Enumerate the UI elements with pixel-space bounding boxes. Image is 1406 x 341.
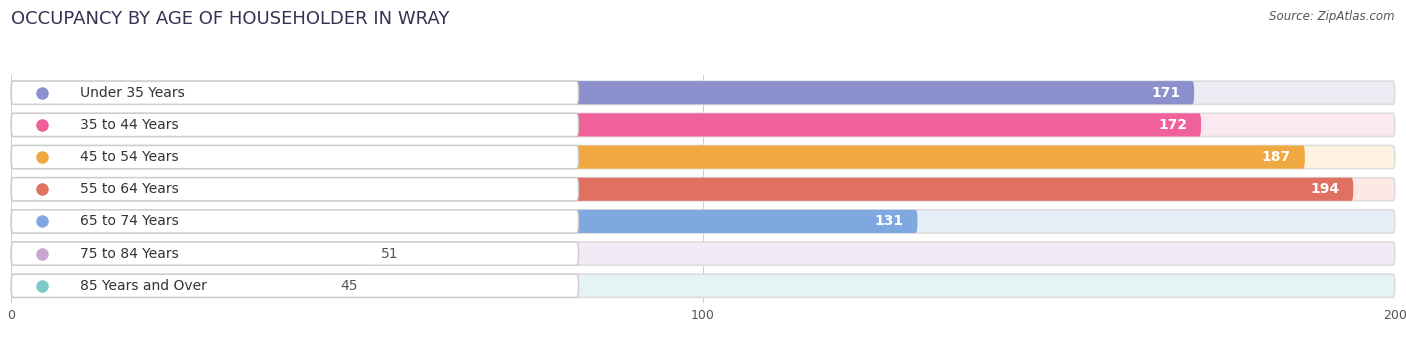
Text: 55 to 64 Years: 55 to 64 Years [80,182,179,196]
Text: OCCUPANCY BY AGE OF HOUSEHOLDER IN WRAY: OCCUPANCY BY AGE OF HOUSEHOLDER IN WRAY [11,10,450,28]
FancyBboxPatch shape [11,113,578,136]
Text: 187: 187 [1261,150,1291,164]
Text: Source: ZipAtlas.com: Source: ZipAtlas.com [1270,10,1395,23]
Text: 75 to 84 Years: 75 to 84 Years [80,247,179,261]
Text: 65 to 74 Years: 65 to 74 Years [80,214,179,228]
FancyBboxPatch shape [11,146,1305,169]
FancyBboxPatch shape [11,210,578,233]
FancyBboxPatch shape [11,242,364,265]
Text: 171: 171 [1152,86,1180,100]
FancyBboxPatch shape [11,242,1395,265]
Text: 172: 172 [1159,118,1187,132]
FancyBboxPatch shape [11,146,578,169]
FancyBboxPatch shape [11,210,1395,233]
FancyBboxPatch shape [11,113,1395,136]
Text: 131: 131 [875,214,904,228]
Text: 85 Years and Over: 85 Years and Over [80,279,207,293]
Text: 194: 194 [1310,182,1340,196]
FancyBboxPatch shape [11,274,322,297]
FancyBboxPatch shape [11,81,578,104]
FancyBboxPatch shape [11,146,1395,169]
FancyBboxPatch shape [11,242,578,265]
FancyBboxPatch shape [11,178,1353,201]
Text: 45 to 54 Years: 45 to 54 Years [80,150,179,164]
FancyBboxPatch shape [11,113,1201,136]
FancyBboxPatch shape [11,178,1395,201]
Text: 51: 51 [381,247,399,261]
Text: 35 to 44 Years: 35 to 44 Years [80,118,179,132]
Text: Under 35 Years: Under 35 Years [80,86,186,100]
FancyBboxPatch shape [11,274,1395,297]
Text: 45: 45 [340,279,357,293]
FancyBboxPatch shape [11,81,1194,104]
FancyBboxPatch shape [11,210,918,233]
FancyBboxPatch shape [11,81,1395,104]
FancyBboxPatch shape [11,274,578,297]
FancyBboxPatch shape [11,178,578,201]
